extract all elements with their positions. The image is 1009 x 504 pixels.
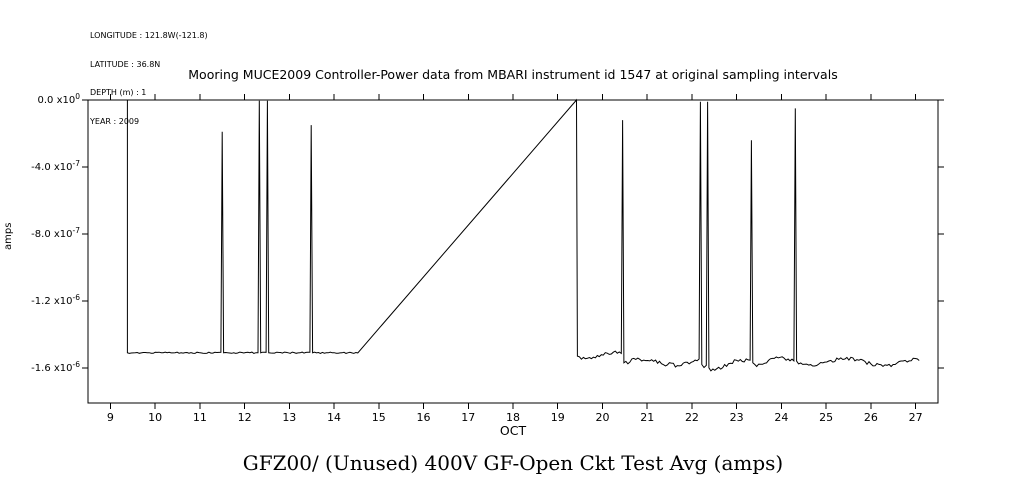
x-tick-label: 22 <box>685 411 699 424</box>
x-tick-label: 21 <box>640 411 654 424</box>
y-tick-label: -1.6 x10-6 <box>31 360 80 374</box>
chart-caption: GFZ00/ (Unused) 400V GF-Open Ckt Test Av… <box>242 451 784 475</box>
x-tick-label: 27 <box>909 411 923 424</box>
x-tick-label: 16 <box>417 411 431 424</box>
x-tick-label: 9 <box>107 411 114 424</box>
x-tick-label: 17 <box>461 411 475 424</box>
y-axis-label: amps <box>3 222 14 250</box>
x-tick-label: 20 <box>595 411 609 424</box>
metadata-longitude: LONGITUDE : 121.8W(-121.8) <box>90 31 208 40</box>
x-tick-label: 23 <box>730 411 744 424</box>
x-tick-label: 11 <box>193 411 207 424</box>
plot-border <box>87 99 939 404</box>
metadata-block: LONGITUDE : 121.8W(-121.8) LATITUDE : 36… <box>90 12 208 145</box>
y-tick-label: -8.0 x10-7 <box>31 226 80 240</box>
x-tick-label: 15 <box>372 411 386 424</box>
x-tick-label: 12 <box>238 411 252 424</box>
data-series-line <box>126 98 920 372</box>
x-tick-label: 18 <box>506 411 520 424</box>
plot-title: Mooring MUCE2009 Controller-Power data f… <box>188 67 838 82</box>
x-tick-label: 19 <box>551 411 565 424</box>
y-tick-label: -4.0 x10-7 <box>31 159 80 173</box>
x-tick-label: 13 <box>282 411 296 424</box>
x-tick-label: 24 <box>774 411 788 424</box>
x-tick-label: 10 <box>148 411 162 424</box>
x-tick-label: 14 <box>327 411 341 424</box>
y-tick-label: -1.2 x10-6 <box>31 293 80 307</box>
metadata-depth: DEPTH (m) : 1 <box>90 88 147 97</box>
metadata-year: YEAR : 2009 <box>90 116 140 126</box>
y-tick-label: 0.0 x100 <box>37 92 80 106</box>
x-axis-label: OCT <box>499 423 527 438</box>
metadata-latitude: LATITUDE : 36.8N <box>90 59 161 69</box>
x-tick-label: 25 <box>819 411 833 424</box>
x-tick-label: 26 <box>864 411 878 424</box>
